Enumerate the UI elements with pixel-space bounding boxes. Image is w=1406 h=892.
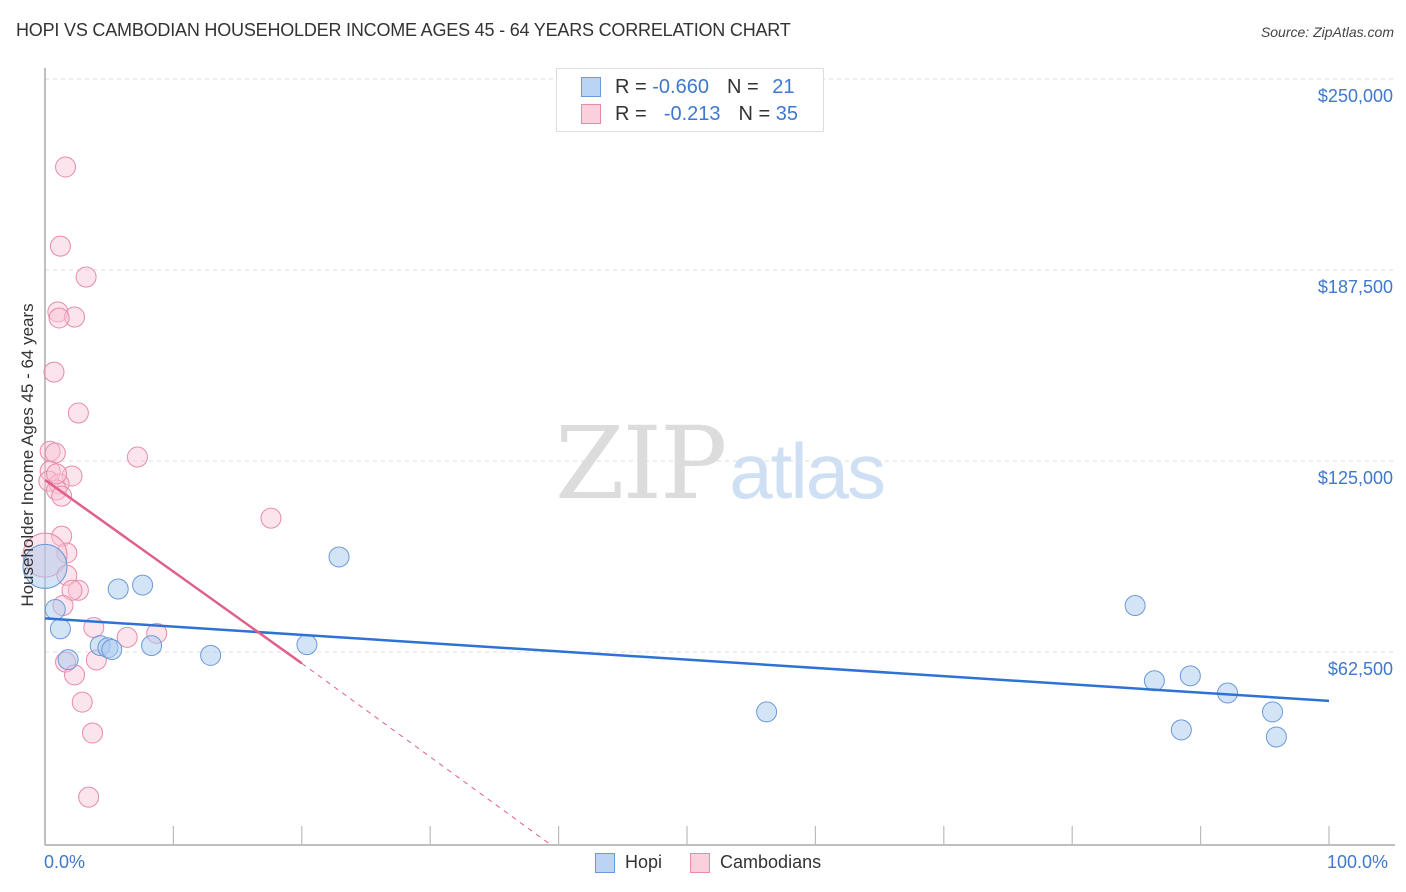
y-tick-250000: $250,000	[1317, 86, 1393, 106]
x-tick-100: 100.0%	[1327, 852, 1389, 872]
cambodians-trend-extrapolation	[301, 662, 549, 844]
cambodians-points	[22, 156, 282, 808]
n-label: N =	[726, 75, 759, 98]
data-point[interactable]	[328, 546, 350, 568]
data-point[interactable]	[1143, 670, 1165, 692]
data-point[interactable]	[46, 463, 68, 485]
r-value: -0.660	[652, 75, 709, 98]
r-value: -0.213	[663, 102, 721, 125]
legend-label-cambodians: Cambodians	[720, 852, 822, 872]
data-point[interactable]	[57, 649, 79, 671]
y-tick-187500: $187,500	[1317, 277, 1393, 297]
cambodians-swatch-icon	[581, 104, 601, 124]
data-point[interactable]	[126, 446, 148, 468]
data-point[interactable]	[101, 639, 123, 661]
data-point[interactable]	[22, 543, 68, 589]
cambodians-trend-line	[44, 478, 303, 665]
data-point[interactable]	[200, 644, 222, 666]
legend-row-cambodians: R = -0.213 N = 35	[581, 102, 798, 126]
gridlines	[45, 78, 1395, 653]
data-point[interactable]	[43, 361, 65, 383]
data-point[interactable]	[67, 402, 89, 424]
legend-item-cambodians[interactable]: Cambodians	[690, 852, 821, 873]
data-point[interactable]	[141, 635, 163, 657]
y-axis-label: Householder Income Ages 45 - 64 years	[18, 303, 37, 607]
data-point[interactable]	[132, 574, 154, 596]
axes	[44, 68, 1395, 846]
data-point[interactable]	[107, 578, 129, 600]
legend-row-hopi: R = -0.660 N = 21	[581, 75, 794, 99]
source-label: Source: ZipAtlas.com	[1260, 24, 1394, 40]
data-point[interactable]	[75, 266, 97, 288]
cambodians-swatch-icon	[690, 852, 711, 873]
chart-title: HOPI VS CAMBODIAN HOUSEHOLDER INCOME AGE…	[16, 20, 791, 40]
data-point[interactable]	[78, 786, 100, 808]
data-point[interactable]	[55, 156, 77, 178]
data-point[interactable]	[1179, 665, 1201, 687]
r-label: R =	[615, 102, 647, 125]
hopi-trend-line	[44, 617, 1330, 703]
n-value: 35	[775, 102, 799, 125]
hopi-swatch-icon	[581, 77, 601, 97]
data-point[interactable]	[756, 701, 778, 723]
data-point[interactable]	[82, 722, 104, 744]
data-point[interactable]	[49, 235, 71, 257]
data-point[interactable]	[61, 465, 83, 487]
r-label: R =	[615, 75, 647, 98]
data-point[interactable]	[51, 485, 73, 507]
n-label: N =	[738, 102, 771, 125]
legend-item-hopi[interactable]: Hopi	[595, 852, 662, 873]
correlation-legend: R = -0.660 N = 21 R = -0.213 N = 35	[556, 68, 824, 132]
data-point[interactable]	[1262, 701, 1284, 723]
data-point[interactable]	[51, 525, 73, 547]
data-point[interactable]	[44, 442, 66, 464]
legend-label-hopi: Hopi	[625, 852, 663, 872]
data-point[interactable]	[1265, 726, 1287, 748]
data-point[interactable]	[48, 307, 70, 329]
series-legend: Hopi Cambodians	[595, 852, 849, 873]
data-point[interactable]	[260, 507, 282, 529]
hopi-points	[22, 543, 1287, 748]
data-point[interactable]	[47, 301, 69, 323]
x-tick-0: 0.0%	[44, 852, 86, 872]
y-tick-62500: $62,500	[1327, 659, 1393, 679]
data-point[interactable]	[116, 626, 138, 648]
data-point[interactable]	[1170, 719, 1192, 741]
data-point[interactable]	[296, 634, 318, 656]
data-point[interactable]	[49, 618, 71, 640]
data-point[interactable]	[44, 599, 66, 621]
data-point[interactable]	[67, 579, 89, 601]
data-point[interactable]	[64, 306, 86, 328]
n-value: 21	[772, 75, 795, 98]
trend-lines	[44, 478, 1330, 844]
y-tick-125000: $125,000	[1317, 468, 1393, 488]
data-point[interactable]	[71, 691, 93, 713]
hopi-swatch-icon	[595, 852, 615, 873]
data-point[interactable]	[1124, 595, 1146, 617]
